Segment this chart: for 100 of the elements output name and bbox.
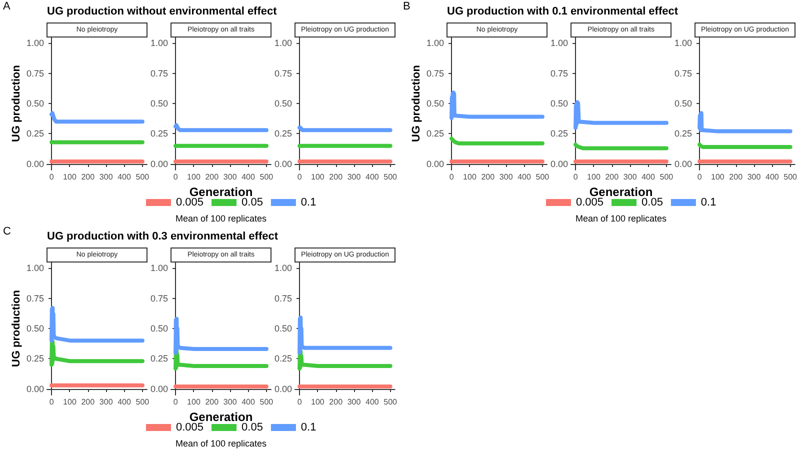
line-series (174, 316, 268, 355)
y-tick-label: 1.00 (26, 263, 44, 274)
x-tick-label: 300 (747, 172, 762, 182)
y-tick-label: 0.25 (674, 128, 692, 139)
x-tick-label: 400 (765, 172, 780, 182)
x-tick-label: 300 (99, 398, 114, 406)
x-tick-label: 200 (81, 172, 96, 182)
x-tick-label: 0 (173, 172, 178, 182)
y-tick-label: 0.25 (426, 128, 444, 139)
x-axis-title: Generation (589, 184, 653, 199)
x-tick-label: 300 (623, 172, 638, 182)
line-series (50, 306, 144, 343)
x-tick-label: 400 (365, 172, 380, 182)
x-tick-label: 0 (573, 172, 578, 182)
y-tick-label: 0.00 (26, 158, 44, 169)
y-tick-label: 1.00 (150, 38, 168, 48)
x-tick-label: 0 (297, 172, 302, 182)
y-tick-label: 0.75 (26, 293, 44, 304)
y-tick-label: 0.75 (150, 68, 168, 78)
legend-label: 0.05 (642, 196, 663, 208)
y-tick-label: 0.00 (26, 384, 44, 394)
x-tick-label: 500 (260, 398, 274, 406)
y-tick-label: 1.00 (274, 263, 292, 274)
x-tick-label: 100 (311, 172, 325, 182)
x-tick-label: 500 (260, 172, 274, 182)
x-tick-label: 0 (49, 172, 54, 182)
x-tick-label: 400 (118, 172, 132, 182)
y-axis-title: UG production (410, 64, 422, 142)
x-tick-label: 0 (697, 172, 702, 182)
x-tick-label: 100 (463, 172, 477, 182)
x-tick-label: 300 (223, 398, 238, 406)
x-tick-label: 500 (660, 172, 674, 182)
x-tick-label: 500 (136, 172, 150, 182)
legend-label: 0.1 (300, 422, 316, 434)
y-tick-label: 0.00 (674, 158, 692, 169)
y-tick-label: 0.00 (426, 158, 444, 169)
x-tick-label: 500 (536, 172, 550, 182)
x-tick-label: 200 (205, 398, 220, 406)
x-tick-label: 0 (173, 398, 178, 406)
x-tick-label: 400 (642, 172, 656, 182)
chart-title: UG production without environmental effect (47, 6, 278, 18)
line-series (50, 340, 144, 367)
legend-title: Mean of 100 replicates (575, 214, 668, 224)
line-series (450, 90, 544, 120)
x-tick-label: 200 (329, 172, 344, 182)
x-tick-label: 400 (242, 172, 256, 182)
legend-title: Mean of 100 replicates (175, 214, 268, 224)
y-tick-label: 1.00 (426, 38, 444, 48)
line-series (298, 349, 392, 370)
line-series (50, 111, 144, 124)
x-tick-label: 500 (384, 398, 398, 406)
y-tick-label: 0.50 (274, 98, 292, 108)
x-tick-label: 300 (223, 172, 238, 182)
x-tick-label: 100 (311, 398, 325, 406)
line-series (174, 348, 268, 370)
x-tick-label: 300 (99, 172, 114, 182)
x-tick-label: 200 (729, 172, 744, 182)
text: B (403, 0, 410, 12)
y-tick-label: 0.75 (274, 293, 292, 304)
x-tick-label: 300 (499, 172, 514, 182)
x-tick-label: 0 (297, 398, 302, 406)
x-tick-label: 200 (481, 172, 496, 182)
y-tick-label: 0.25 (550, 128, 568, 139)
y-tick-label: 0.50 (674, 98, 692, 108)
y-tick-label: 0.50 (26, 98, 44, 108)
x-tick-label: 500 (784, 172, 798, 182)
x-tick-label: 400 (242, 398, 256, 406)
y-tick-label: 0.00 (274, 384, 292, 394)
x-tick-label: 200 (605, 172, 620, 182)
y-tick-label: 0.25 (26, 128, 44, 139)
x-tick-label: 200 (329, 398, 344, 406)
legend-label: 0.1 (700, 196, 716, 208)
x-tick-label: 100 (63, 172, 77, 182)
line-series (698, 111, 792, 134)
x-tick-label: 200 (81, 398, 96, 406)
text: A (3, 0, 11, 12)
x-tick-label: 0 (449, 172, 454, 182)
x-tick-label: 100 (711, 172, 725, 182)
y-tick-label: 1.00 (274, 38, 292, 48)
x-tick-label: 100 (587, 172, 601, 182)
x-axis-title: Generation (189, 410, 253, 424)
x-tick-label: 400 (365, 398, 380, 406)
y-tick-label: 0.50 (150, 324, 168, 334)
y-tick-label: 0.25 (274, 354, 292, 364)
y-tick-label: 0.75 (274, 68, 292, 78)
x-tick-label: 400 (118, 398, 132, 406)
y-tick-label: 0.50 (550, 98, 568, 108)
y-tick-label: 0.75 (426, 68, 444, 78)
y-tick-label: 0.50 (26, 324, 44, 334)
x-tick-label: 200 (205, 172, 220, 182)
x-tick-label: 100 (63, 398, 77, 406)
y-tick-label: 0.25 (26, 354, 44, 364)
y-tick-label: 0.00 (150, 384, 168, 394)
x-axis-title: Generation (189, 184, 253, 199)
chart-title: UG production with 0.3 environmental effect (47, 230, 278, 242)
y-tick-label: 0.75 (150, 293, 168, 304)
x-tick-label: 300 (347, 398, 362, 406)
text: C (3, 226, 11, 238)
y-tick-label: 0.25 (150, 354, 168, 364)
legend-label: 0.005 (176, 196, 204, 208)
